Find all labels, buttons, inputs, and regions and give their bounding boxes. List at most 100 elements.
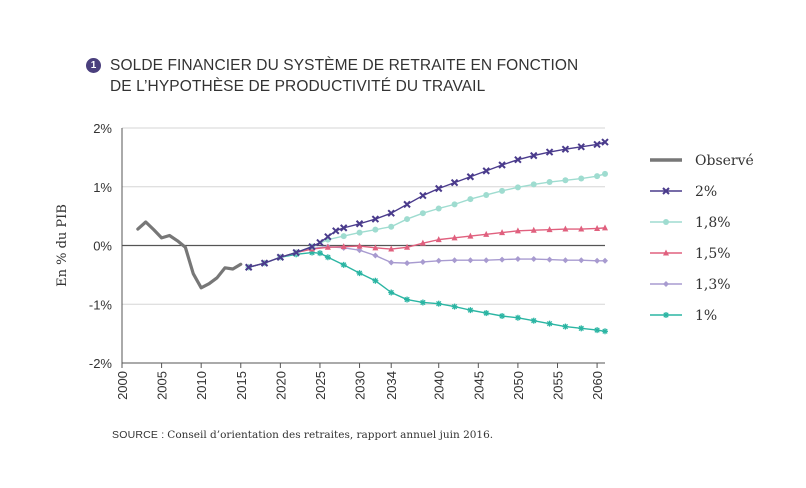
- data-point: [546, 320, 553, 327]
- y-axis-label: En % du PIB: [55, 204, 70, 287]
- series-line-1: [247, 251, 606, 332]
- data-point: [388, 289, 395, 296]
- data-point: [499, 313, 506, 319]
- data-point: [530, 317, 537, 324]
- data-point: [276, 253, 285, 261]
- data-point: [372, 244, 379, 251]
- data-point: [594, 224, 601, 231]
- data-point: [340, 261, 347, 268]
- data-point: [483, 257, 490, 264]
- data-point: [562, 225, 569, 232]
- legend-label: 1,8%: [695, 215, 731, 231]
- data-point: [404, 296, 411, 303]
- x-tick-label: 2055: [550, 371, 565, 400]
- data-point: [451, 201, 458, 208]
- data-point: [388, 223, 395, 230]
- x-tick-label: 2025: [313, 371, 328, 400]
- data-point: [602, 170, 608, 177]
- data-point: [324, 243, 331, 250]
- data-point: [514, 314, 521, 321]
- legend-marker: [663, 281, 669, 287]
- legend-label: 2%: [695, 184, 717, 200]
- data-point: [482, 167, 490, 175]
- data-point: [499, 256, 506, 263]
- data-point: [435, 205, 442, 212]
- data-point: [388, 259, 395, 266]
- series-line-observ: [136, 220, 243, 290]
- x-tick-label: 2045: [471, 371, 486, 400]
- data-point: [530, 256, 537, 263]
- series-observ: [136, 220, 243, 290]
- data-point: [530, 226, 537, 233]
- legend-label: Observé: [695, 153, 754, 169]
- legend-item-1: 1%: [650, 308, 717, 324]
- data-point: [292, 248, 300, 257]
- legend-item-1-5: 1,5%: [650, 246, 731, 262]
- data-point: [419, 299, 426, 306]
- data-point: [499, 229, 506, 236]
- series-line-2: [247, 141, 606, 268]
- data-point: [514, 156, 522, 164]
- series-1-5: [245, 224, 608, 270]
- y-tick-label: 2%: [93, 121, 112, 136]
- data-point: [546, 256, 553, 263]
- data-point: [451, 234, 458, 241]
- source-label: SOURCE :: [112, 429, 165, 441]
- data-point: [562, 177, 569, 184]
- data-point: [388, 245, 395, 252]
- y-tick-label: 0%: [93, 239, 112, 254]
- data-point: [578, 225, 585, 232]
- data-point: [562, 323, 569, 330]
- data-point: [594, 173, 601, 180]
- data-point: [356, 247, 363, 254]
- data-point: [356, 229, 363, 236]
- data-point: [577, 143, 585, 151]
- series-2: [244, 138, 609, 271]
- series-group: [136, 138, 609, 335]
- source-note: SOURCE : Conseil d’orientation des retra…: [112, 429, 493, 441]
- series-1-3: [245, 243, 608, 271]
- x-axis-ticks: 2000 2005 2010 2015 2020 2025 2030 2034 2040 2045…: [115, 363, 605, 400]
- data-point: [467, 307, 474, 314]
- chart-title-block: 1 SOLDE FINANCIER DU SYSTÈME DE RETRAITE…: [86, 55, 578, 97]
- data-point: [562, 257, 569, 264]
- legend-marker: [663, 249, 669, 256]
- data-point: [404, 260, 411, 267]
- legend-item-1-8: 1,8%: [650, 215, 731, 231]
- x-tick-label: 2020: [273, 371, 288, 400]
- chart-title: SOLDE FINANCIER DU SYSTÈME DE RETRAITE E…: [110, 55, 578, 97]
- data-point: [578, 175, 585, 182]
- legend-item-observ: Observé: [650, 153, 754, 169]
- data-point: [602, 328, 608, 335]
- y-axis-ticks: 2% 1% 0% -1% -2%: [89, 121, 113, 371]
- data-point: [514, 256, 521, 263]
- data-point: [483, 230, 490, 237]
- data-point: [419, 191, 427, 200]
- chart-title-line-1: SOLDE FINANCIER DU SYSTÈME DE RETRAITE E…: [110, 57, 579, 74]
- data-point: [451, 257, 458, 264]
- x-tick-label: 2050: [511, 371, 526, 400]
- data-point: [451, 303, 458, 310]
- data-point: [244, 263, 253, 271]
- data-point: [483, 191, 490, 198]
- axes: [121, 128, 605, 364]
- data-point: [356, 242, 363, 249]
- data-point: [324, 254, 331, 261]
- data-point: [499, 187, 506, 194]
- data-point: [601, 138, 609, 146]
- data-point: [466, 173, 475, 181]
- data-point: [545, 148, 554, 156]
- data-point: [356, 270, 363, 277]
- data-point: [435, 300, 442, 307]
- data-point: [435, 236, 442, 243]
- series-1-8: [245, 170, 608, 271]
- data-point: [593, 140, 601, 149]
- x-tick-label: 2030: [353, 371, 368, 400]
- data-point: [467, 257, 474, 264]
- data-point: [371, 215, 380, 223]
- data-point: [498, 161, 506, 169]
- x-tick-label: 2040: [432, 371, 447, 400]
- data-point: [316, 238, 324, 247]
- data-point: [514, 227, 521, 234]
- x-tick-label: 2005: [155, 371, 170, 400]
